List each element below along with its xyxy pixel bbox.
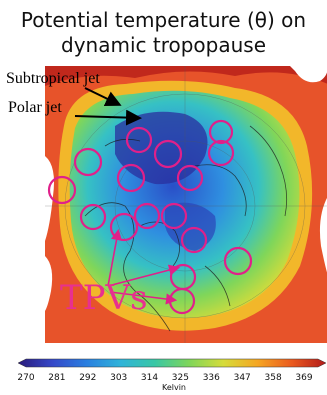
title-line-1: Potential temperature (θ) on bbox=[20, 8, 307, 32]
tpv-circle-3 bbox=[208, 119, 234, 145]
tpv-circle-2 bbox=[153, 139, 183, 169]
polar-jet-label: Polar jet bbox=[8, 99, 62, 116]
colorbar: 270 281 292 303 314 325 336 347 358 369 Kelvin bbox=[18, 358, 327, 392]
colorbar-tick-label: 336 bbox=[203, 373, 220, 383]
tpv-circle-6 bbox=[116, 163, 146, 193]
tpv-circle-8 bbox=[47, 175, 77, 205]
colorbar-tick-label: 270 bbox=[18, 373, 35, 383]
cold-core-2 bbox=[165, 202, 216, 251]
map-svg bbox=[45, 66, 327, 343]
tpv-circle-11 bbox=[133, 202, 161, 230]
subtropical-jet-label: Subtropical jet bbox=[6, 70, 100, 87]
tpv-arrows bbox=[107, 228, 181, 305]
theta-map bbox=[45, 66, 327, 343]
tpvs-label: TPVs bbox=[60, 278, 148, 318]
colorbar-tick-label: 303 bbox=[110, 373, 127, 383]
tpv-circle-12 bbox=[160, 202, 188, 230]
coastlines bbox=[84, 125, 288, 332]
colorbar-bar bbox=[18, 358, 327, 368]
colorbar-tick-label: 369 bbox=[295, 373, 312, 383]
tpv-circle-5 bbox=[73, 147, 103, 177]
tpv-circle-10 bbox=[109, 212, 139, 242]
polar-jet-arrow bbox=[74, 109, 142, 126]
tpv-circle-9 bbox=[79, 203, 107, 231]
map-gaps bbox=[45, 66, 327, 311]
colorbar-tick-label: 314 bbox=[141, 373, 158, 383]
colorbar-ticks: 270 281 292 303 314 325 336 347 358 369 bbox=[18, 373, 313, 383]
title-line-2: dynamic tropopause bbox=[61, 33, 266, 57]
colorbar-tick-label: 325 bbox=[172, 373, 189, 383]
tpv-circle-7 bbox=[176, 164, 204, 192]
subtropical-jet-arrow bbox=[84, 87, 122, 106]
tpv-circle-4 bbox=[207, 139, 235, 167]
colorbar-tick-label: 358 bbox=[265, 373, 282, 383]
tpv-circles bbox=[47, 119, 253, 315]
tpv-circle-14 bbox=[223, 246, 253, 276]
colorbar-tick-label: 347 bbox=[234, 373, 251, 383]
tpv-circle-1 bbox=[125, 126, 153, 154]
figure-title: Potential temperature (θ) on dynamic tro… bbox=[0, 8, 327, 58]
colorbar-unit: Kelvin bbox=[162, 383, 186, 392]
colorbar-tick-label: 292 bbox=[79, 373, 96, 383]
tpv-circle-13 bbox=[180, 226, 208, 254]
colorbar-tick-label: 281 bbox=[48, 373, 65, 383]
